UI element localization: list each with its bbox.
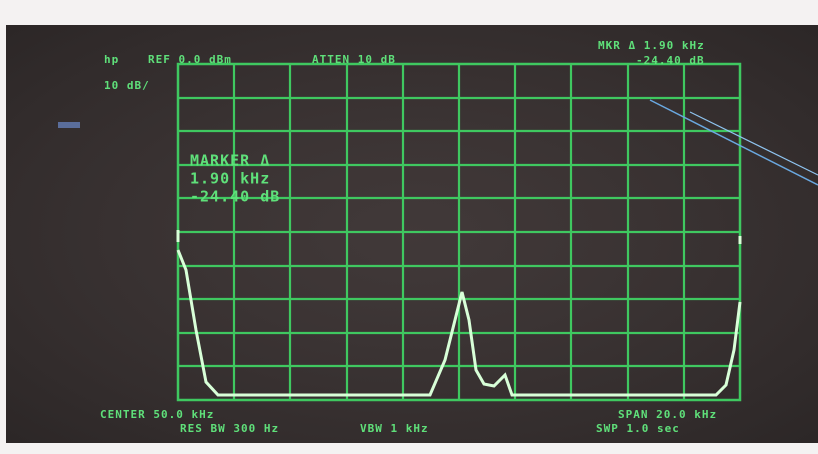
glare-spot: [58, 122, 80, 128]
res-bw: RES BW 300 Hz: [180, 422, 279, 435]
marker-freq: 1.90 kHz: [190, 170, 270, 188]
marker-readout: MKR Δ 1.90 kHz: [598, 39, 705, 52]
ref-level: REF 0.0 dBm: [148, 53, 232, 66]
attenuation: ATTEN 10 dB: [312, 53, 396, 66]
logo: hp: [104, 53, 119, 66]
span: SPAN 20.0 kHz: [618, 408, 717, 421]
marker-level: -24.40 dB: [190, 188, 280, 206]
photo: hp REF 0.0 dBm ATTEN 10 dB 10 dB/ MKR Δ …: [0, 0, 818, 454]
scale: 10 dB/: [104, 79, 150, 92]
marker-readout: -24.40 dB: [636, 54, 705, 67]
marker-label: MARKER Δ: [190, 152, 270, 170]
center-freq: CENTER 50.0 kHz: [100, 408, 214, 421]
vbw: VBW 1 kHz: [360, 422, 429, 435]
page: hp REF 0.0 dBm ATTEN 10 dB 10 dB/ MKR Δ …: [0, 0, 818, 454]
sweep: SWP 1.0 sec: [596, 422, 680, 435]
